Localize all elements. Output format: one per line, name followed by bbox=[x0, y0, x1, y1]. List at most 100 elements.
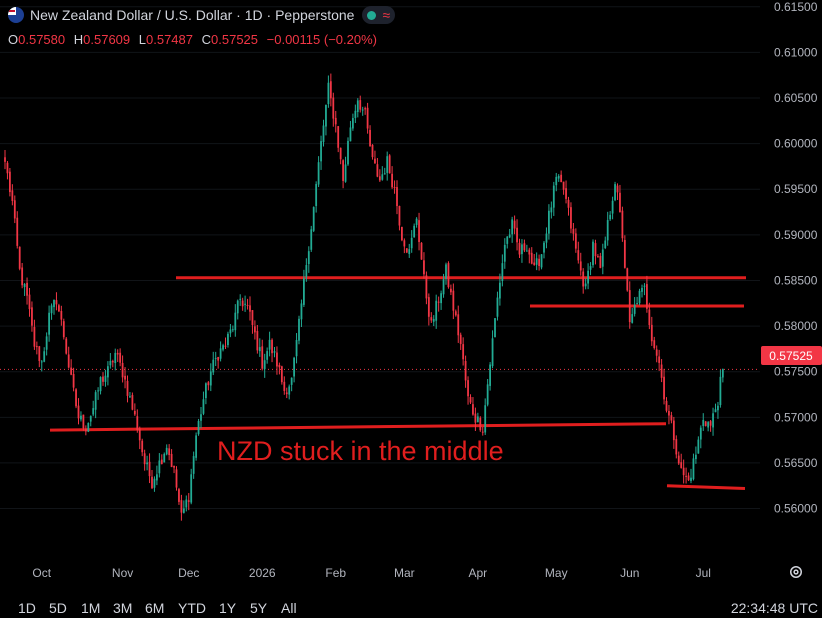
candle bbox=[163, 452, 166, 463]
candle bbox=[315, 181, 318, 213]
candle bbox=[709, 419, 712, 432]
candle bbox=[665, 397, 668, 413]
candle bbox=[84, 425, 87, 436]
candle bbox=[258, 338, 261, 357]
range-3m-button[interactable]: 3M bbox=[113, 600, 133, 616]
candle bbox=[623, 235, 626, 269]
candle bbox=[298, 315, 300, 345]
close-key: C bbox=[201, 32, 212, 47]
candle bbox=[31, 301, 33, 332]
candle bbox=[562, 181, 565, 195]
candle bbox=[506, 236, 509, 249]
candle bbox=[170, 449, 173, 468]
chart-settings-icon[interactable] bbox=[787, 563, 805, 581]
range-6m-button[interactable]: 6M bbox=[145, 600, 165, 616]
candle bbox=[472, 397, 474, 416]
y-tick-label: 0.57000 bbox=[774, 410, 818, 424]
candle bbox=[621, 206, 624, 242]
candle bbox=[58, 303, 60, 313]
candle bbox=[60, 305, 63, 326]
annotation-line-2[interactable] bbox=[49, 422, 667, 432]
range-5y-button[interactable]: 5Y bbox=[250, 600, 268, 616]
candle bbox=[80, 411, 82, 422]
candle bbox=[185, 495, 188, 512]
candle bbox=[452, 283, 455, 320]
candle bbox=[582, 268, 585, 294]
candle bbox=[146, 455, 148, 471]
candle bbox=[278, 362, 281, 375]
candle bbox=[114, 348, 117, 371]
symbol-header[interactable]: New Zealand Dollar / U.S. Dollar · 1D · … bbox=[8, 6, 396, 24]
candle bbox=[158, 453, 161, 478]
candle bbox=[619, 184, 621, 213]
candle bbox=[418, 212, 420, 251]
range-1y-button[interactable]: 1Y bbox=[219, 600, 237, 616]
y-tick-label: 0.57500 bbox=[774, 365, 818, 379]
candle bbox=[638, 288, 641, 306]
candle bbox=[699, 425, 702, 449]
candle bbox=[376, 158, 379, 178]
candle bbox=[516, 219, 518, 251]
range-1d-button[interactable]: 1D bbox=[18, 600, 36, 616]
candle bbox=[550, 201, 553, 219]
candle bbox=[609, 211, 612, 221]
candle bbox=[104, 369, 107, 387]
annotation-line-4[interactable] bbox=[666, 484, 746, 490]
candle bbox=[214, 351, 217, 367]
candle bbox=[489, 362, 491, 391]
market-status-badge[interactable]: ≈ bbox=[362, 6, 396, 24]
candle bbox=[97, 387, 99, 400]
candle bbox=[192, 451, 195, 479]
candle bbox=[33, 319, 36, 350]
candle bbox=[721, 368, 724, 383]
candle bbox=[501, 254, 504, 287]
candle bbox=[180, 494, 183, 521]
candle bbox=[450, 284, 452, 296]
range-5d-button[interactable]: 5D bbox=[49, 600, 67, 616]
candle bbox=[21, 263, 24, 289]
candle bbox=[67, 346, 70, 369]
candle bbox=[246, 298, 249, 310]
candle bbox=[361, 106, 364, 116]
candle bbox=[332, 92, 335, 127]
candle bbox=[690, 468, 692, 484]
candle bbox=[126, 375, 129, 403]
candle bbox=[548, 204, 550, 240]
low-value: 0.57487 bbox=[146, 32, 193, 47]
utc-clock: 22:34:48 UTC bbox=[730, 600, 818, 616]
candle bbox=[133, 403, 136, 416]
candle bbox=[290, 377, 293, 392]
candle bbox=[87, 422, 90, 433]
candle bbox=[469, 394, 472, 404]
range-ytd-button[interactable]: YTD bbox=[178, 600, 206, 616]
candle bbox=[72, 367, 75, 392]
change-value: −0.00115 (−0.20%) bbox=[266, 32, 377, 47]
candle bbox=[371, 144, 374, 160]
candle bbox=[521, 239, 523, 263]
candle bbox=[48, 305, 50, 342]
candle bbox=[496, 291, 499, 321]
candle bbox=[322, 119, 325, 147]
y-tick-label: 0.56000 bbox=[774, 502, 818, 516]
high-key: H bbox=[73, 32, 84, 47]
candle bbox=[557, 174, 560, 182]
symbol-title: New Zealand Dollar / U.S. Dollar · 1D · … bbox=[30, 7, 355, 23]
candle bbox=[263, 353, 266, 378]
x-tick-label: Oct bbox=[32, 566, 51, 580]
candle bbox=[320, 135, 322, 170]
candle bbox=[9, 167, 11, 197]
candle bbox=[611, 196, 614, 220]
range-all-button[interactable]: All bbox=[281, 600, 297, 616]
wave-icon: ≈ bbox=[382, 7, 391, 23]
candle bbox=[38, 345, 41, 368]
candle bbox=[241, 297, 244, 311]
candle bbox=[486, 378, 489, 407]
candle bbox=[156, 465, 158, 486]
candle bbox=[212, 351, 215, 376]
candle bbox=[124, 367, 126, 389]
range-1m-button[interactable]: 1M bbox=[81, 600, 101, 616]
open-value: 0.57580 bbox=[18, 32, 66, 47]
x-tick-label: May bbox=[545, 566, 568, 580]
candle bbox=[109, 353, 112, 369]
